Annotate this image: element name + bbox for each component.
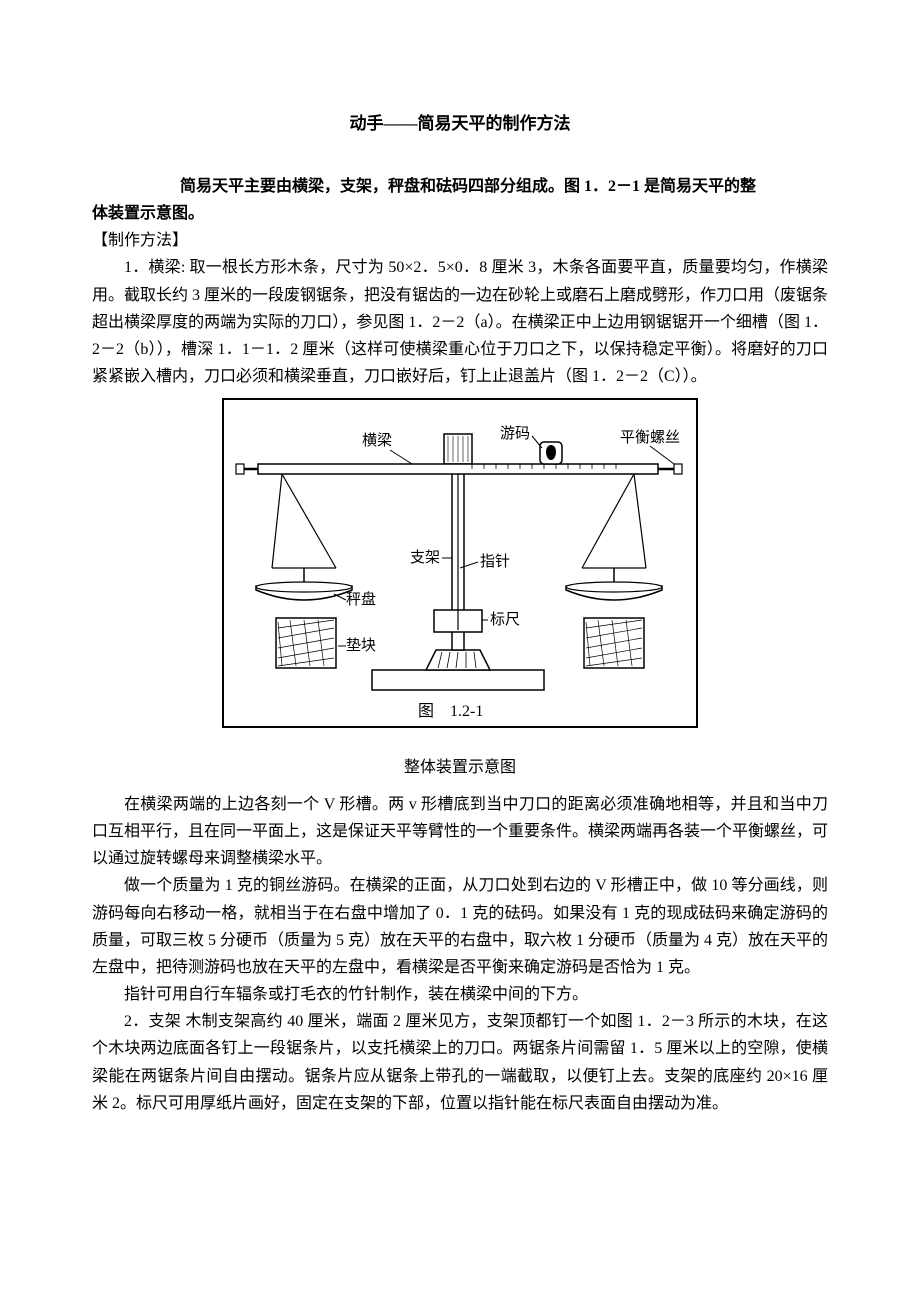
paragraph-5: 2．支架 木制支架高约 40 厘米，端面 2 厘米见方，支架顶都钉一个如图 1．… — [92, 1008, 828, 1117]
paragraph-1: 1．横梁: 取一根长方形木条，尺寸为 50×2．5×0．8 厘米 3，木条各面要… — [92, 254, 828, 390]
section-heading: 【制作方法】 — [92, 227, 828, 254]
figure-number: 图 1.2-1 — [418, 703, 483, 720]
balance-diagram-svg: 横梁 游码 平衡螺丝 支架 指针 标尺 秤盘 — [222, 398, 698, 728]
document-page: 动手——简易天平的制作方法 简易天平主要由横梁，支架，秤盘和砝码四部分组成。图 … — [0, 0, 920, 1177]
label-hengliang: 横梁 — [362, 432, 392, 449]
label-pinghengluosi: 平衡螺丝 — [620, 429, 680, 446]
lead-sentence: 简易天平主要由横梁，支架，秤盘和砝码四部分组成。图 1．2－1 是简易天平的整 — [92, 173, 828, 200]
label-diankuai: 垫块 — [346, 637, 376, 654]
figure-caption: 整体装置示意图 — [92, 754, 828, 781]
paragraph-3: 做一个质量为 1 克的铜丝游码。在横梁的正面，从刀口处到右边的 V 形槽正中，做… — [92, 872, 828, 981]
document-title: 动手——简易天平的制作方法 — [92, 110, 828, 139]
label-zhizhen: 指针 — [480, 553, 510, 570]
figure-container: 横梁 游码 平衡螺丝 支架 指针 标尺 秤盘 — [92, 398, 828, 737]
label-biaochi: 标尺 — [490, 611, 520, 628]
balance-figure: 横梁 游码 平衡螺丝 支架 指针 标尺 秤盘 — [222, 398, 698, 728]
label-youma: 游码 — [500, 425, 530, 442]
lead-sentence-cont: 体装置示意图。 — [92, 200, 828, 227]
label-zhijia: 支架 — [410, 549, 440, 566]
paragraph-4: 指针可用自行车辐条或打毛衣的竹针制作，装在横梁中间的下方。 — [92, 981, 828, 1008]
label-chengpan: 秤盘 — [346, 590, 376, 608]
paragraph-2: 在横梁两端的上边各刻一个 V 形槽。两 v 形槽底到当中刀口的距离必须准确地相等… — [92, 791, 828, 873]
